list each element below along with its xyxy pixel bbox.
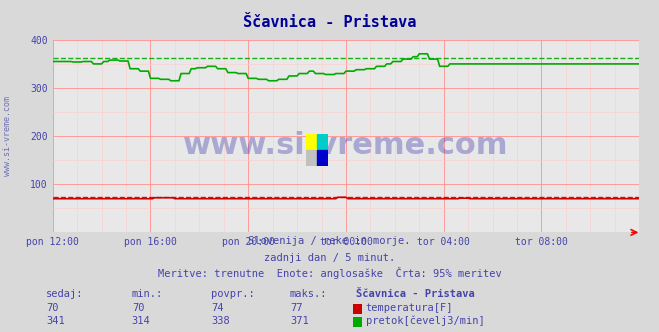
Text: www.si-vreme.com: www.si-vreme.com xyxy=(3,96,13,176)
Bar xyxy=(318,150,328,166)
Text: pretok[čevelj3/min]: pretok[čevelj3/min] xyxy=(366,316,484,326)
Bar xyxy=(306,134,318,150)
Text: 77: 77 xyxy=(290,303,302,313)
Text: maks.:: maks.: xyxy=(290,289,328,299)
Text: temperatura[F]: temperatura[F] xyxy=(366,303,453,313)
Bar xyxy=(318,134,328,150)
Text: 341: 341 xyxy=(46,316,65,326)
Text: Ščavnica - Pristava: Ščavnica - Pristava xyxy=(243,15,416,30)
Text: 70: 70 xyxy=(132,303,144,313)
Text: Slovenija / reke in morje.: Slovenija / reke in morje. xyxy=(248,236,411,246)
Text: Meritve: trenutne  Enote: anglosaške  Črta: 95% meritev: Meritve: trenutne Enote: anglosaške Črta… xyxy=(158,267,501,279)
Text: min.:: min.: xyxy=(132,289,163,299)
Bar xyxy=(306,150,318,166)
Text: povpr.:: povpr.: xyxy=(211,289,254,299)
Text: Ščavnica - Pristava: Ščavnica - Pristava xyxy=(356,289,474,299)
Text: www.si-vreme.com: www.si-vreme.com xyxy=(183,131,509,160)
Text: 74: 74 xyxy=(211,303,223,313)
Text: 338: 338 xyxy=(211,316,229,326)
Text: 371: 371 xyxy=(290,316,308,326)
Text: zadnji dan / 5 minut.: zadnji dan / 5 minut. xyxy=(264,253,395,263)
Text: 70: 70 xyxy=(46,303,59,313)
Text: 314: 314 xyxy=(132,316,150,326)
Text: sedaj:: sedaj: xyxy=(46,289,84,299)
